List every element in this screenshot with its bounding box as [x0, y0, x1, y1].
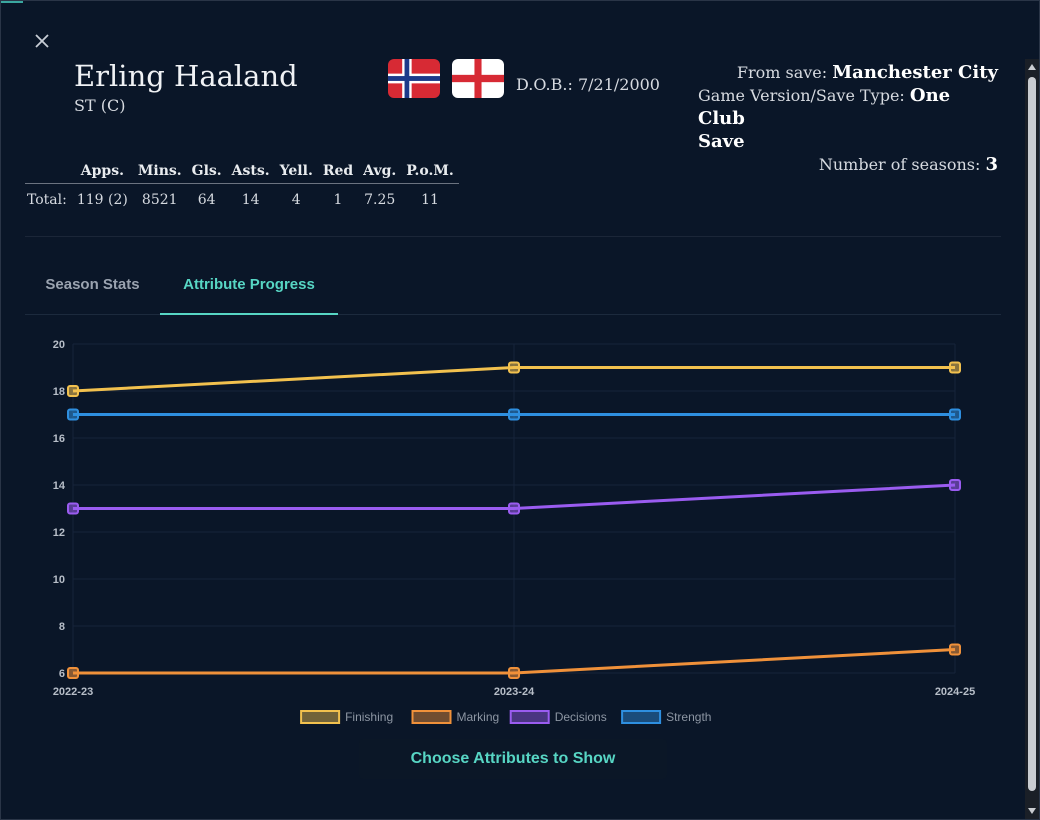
dob-value: 7/21/2000 [577, 75, 660, 94]
legend-label: Marking [457, 710, 500, 724]
window-accent [1, 1, 23, 3]
totals-cell: 1 [333, 192, 343, 208]
attribute-progress-chart: 6 8 10 12 14 16 18 20 2022-23 2023-24 2024-25 Finis… [53, 339, 975, 724]
totals-header: Yell. [279, 163, 313, 179]
legend-label: Strength [666, 710, 711, 724]
data-point-strength [67, 408, 79, 421]
x-tick-label: 2024-25 [935, 686, 975, 698]
y-tick-label: 8 [59, 621, 65, 633]
totals-cell: 7.25 [364, 192, 396, 208]
save-info: From save: Manchester City Game Version/… [698, 61, 998, 176]
data-point-decisions [949, 479, 961, 491]
y-tick-label: 10 [53, 574, 65, 586]
tab-attribute-progress[interactable]: Attribute Progress [160, 265, 338, 315]
data-point-strength [949, 408, 961, 421]
totals-header: Gls. [191, 163, 222, 179]
totals-table: Apps. Mins. Gls. Asts. Yell. Red Avg. P.… [25, 161, 459, 210]
totals-cell: 4 [291, 192, 301, 208]
totals-header-row: Apps. Mins. Gls. Asts. Yell. Red Avg. P.… [25, 161, 459, 184]
dob: D.O.B.: 7/21/2000 [516, 75, 660, 94]
seasons-value: 3 [985, 154, 998, 175]
y-tick-label: 16 [53, 433, 65, 445]
legend-label: Finishing [345, 710, 393, 724]
y-tick-label: 18 [53, 386, 65, 398]
y-tick-label: 20 [53, 339, 65, 351]
close-icon[interactable] [32, 31, 52, 51]
totals-header: P.o.M. [406, 163, 454, 179]
totals-header-blank [25, 161, 72, 184]
seasons-label: Number of seasons: [818, 155, 981, 174]
totals-header: Avg. [363, 163, 397, 179]
totals-header: Red [322, 163, 354, 179]
version-value-2: Save [698, 131, 745, 152]
scrollbar[interactable] [1025, 59, 1039, 819]
dob-label: D.O.B.: [516, 75, 573, 94]
from-save-value: Manchester City [832, 62, 998, 83]
y-tick-label: 14 [53, 480, 66, 492]
data-point-marking [67, 667, 79, 679]
england-flag-icon [452, 59, 504, 98]
tab-bar: Season Stats Attribute Progress [25, 265, 1001, 315]
legend-swatch-marking [411, 710, 452, 724]
legend-swatch-decisions [509, 710, 550, 724]
data-point-strength [508, 408, 520, 421]
data-point-finishing [67, 385, 79, 397]
player-position: ST (C) [74, 96, 126, 115]
version-value-1: One Club [698, 85, 951, 129]
x-tick-label: 2022-23 [53, 686, 93, 698]
from-save-label: From save: [736, 63, 828, 82]
divider [25, 236, 1001, 237]
data-point-marking [949, 643, 961, 656]
totals-row-label: Total: [27, 192, 67, 208]
totals-cell: 119 (2) [76, 192, 128, 208]
x-tick-label: 2023-24 [494, 686, 535, 698]
data-point-decisions [508, 502, 520, 515]
scroll-down-icon[interactable] [1028, 808, 1036, 814]
player-name: Erling Haaland [74, 59, 298, 93]
legend-swatch-finishing [300, 710, 341, 724]
totals-cell: 14 [241, 192, 260, 208]
totals-row: Total: 119 (2) 8521 64 14 4 1 7.25 11 [25, 184, 459, 211]
scroll-up-icon[interactable] [1028, 64, 1036, 70]
data-point-marking [508, 667, 520, 679]
y-tick-label: 6 [59, 668, 65, 680]
totals-cell: 64 [197, 192, 216, 208]
y-tick-label: 12 [53, 527, 65, 539]
legend-label: Decisions [555, 710, 607, 724]
scrollbar-thumb[interactable] [1028, 77, 1036, 791]
norway-flag-icon [388, 59, 440, 98]
totals-header: Apps. [80, 163, 124, 179]
legend-swatch-strength [621, 710, 662, 724]
totals-header: Asts. [231, 163, 270, 179]
data-point-decisions [67, 502, 79, 515]
totals-cell: 11 [421, 192, 439, 208]
totals-cell: 8521 [141, 192, 178, 208]
tab-season-stats[interactable]: Season Stats [45, 276, 140, 293]
data-point-finishing [949, 361, 961, 374]
choose-attributes-button[interactable]: Choose Attributes to Show [359, 739, 667, 779]
totals-header: Mins. [137, 163, 182, 179]
data-point-finishing [508, 361, 520, 374]
version-label: Game Version/Save Type: [698, 86, 905, 105]
